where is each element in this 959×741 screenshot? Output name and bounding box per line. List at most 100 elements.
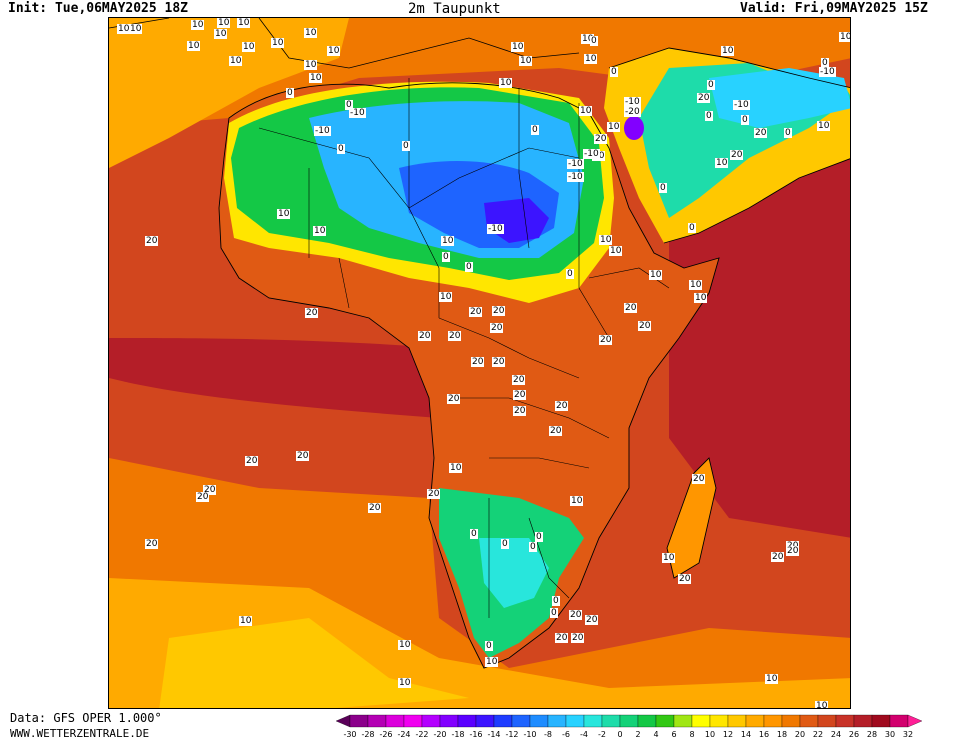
contour-label: 20 <box>196 492 210 502</box>
kalahari-cyan-zone <box>479 538 549 608</box>
legend-swatch <box>493 714 513 728</box>
contour-label: 10 <box>217 18 231 28</box>
contour-label: 20 <box>448 331 462 341</box>
contour-label: 0 <box>442 252 450 262</box>
contour-label: 20 <box>305 308 319 318</box>
legend-swatch <box>889 714 909 728</box>
contour-label: 10 <box>187 41 201 51</box>
legend-tick-label: 2 <box>635 730 641 739</box>
contour-label: 10 <box>439 292 453 302</box>
map-canvas <box>109 18 850 708</box>
contour-label: 10 <box>519 56 533 66</box>
legend-swatch <box>655 714 675 728</box>
contour-label: 0 <box>688 223 696 233</box>
contour-label: 20 <box>245 456 259 466</box>
contour-label: 20 <box>624 303 638 313</box>
legend-tick-label: -14 <box>487 730 501 739</box>
contour-label: 20 <box>697 93 711 103</box>
contour-label: 20 <box>555 633 569 643</box>
contour-label: 0 <box>784 128 792 138</box>
contour-label: 10 <box>609 246 623 256</box>
legend-tick-label: 28 <box>866 730 878 739</box>
contour-label: 20 <box>549 426 563 436</box>
contour-label: 20 <box>771 552 785 562</box>
contour-label: 10 <box>570 496 584 506</box>
contour-label: 20 <box>471 357 485 367</box>
contour-label: 10 <box>304 28 318 38</box>
contour-label: 20 <box>513 406 527 416</box>
contour-label: 10 <box>584 54 598 64</box>
contour-label: 10 <box>694 293 708 303</box>
contour-label: 10 <box>229 56 243 66</box>
contour-label: 20 <box>492 306 506 316</box>
legend-swatch <box>727 714 747 728</box>
legend-swatch <box>367 714 387 728</box>
contour-label: 0 <box>659 183 667 193</box>
contour-label: 20 <box>555 401 569 411</box>
contour-label: 10 <box>214 29 228 39</box>
legend-tick-label: 0 <box>617 730 623 739</box>
legend-swatch <box>349 714 369 728</box>
valid-time-label: Valid: Fri,09MAY2025 15Z <box>740 1 928 16</box>
contour-label: 0 <box>286 88 294 98</box>
dewpoint-map[interactable]: 10 10 10 10 10 10 10 10 10 10 10 10 10 10 0 0 -10 -10 0 0 10… <box>108 17 851 709</box>
contour-label: 0 <box>552 596 560 606</box>
legend-swatch <box>583 714 603 728</box>
contour-label: 0 <box>337 144 345 154</box>
contour-label: 20 <box>513 390 527 400</box>
legend-tick-label: 10 <box>704 730 716 739</box>
contour-label: 20 <box>594 134 608 144</box>
legend-tick-label: 18 <box>776 730 788 739</box>
legend-tick-label: 12 <box>722 730 734 739</box>
legend-swatch <box>745 714 765 728</box>
contour-label: 10 <box>242 42 256 52</box>
contour-label: 10 <box>441 236 455 246</box>
contour-label: 20 <box>203 485 217 495</box>
legend-tick-label: -6 <box>562 730 570 739</box>
contour-label: 10 <box>599 235 613 245</box>
legend-swatch <box>439 714 459 728</box>
legend-tick-label: -26 <box>379 730 393 739</box>
contour-label: 10 <box>239 616 253 626</box>
contour-label: 10 <box>191 20 205 30</box>
contour-label: 0 <box>566 269 574 279</box>
contour-label: 20 <box>512 375 526 385</box>
contour-label: 20 <box>678 574 692 584</box>
atlantic-hot-band <box>109 338 439 418</box>
legend-swatch <box>619 714 639 728</box>
legend-tick-label: 22 <box>812 730 824 739</box>
color-scale-legend: -30 -28 -26 -24 -22 -20 -18 -16 -14 -12 -10 -8 -6 -4-… <box>336 713 956 741</box>
contour-label: 0 <box>501 539 509 549</box>
contour-label: 10 <box>815 701 829 709</box>
legend-tick-label: -12 <box>505 730 519 739</box>
contour-label: 10 <box>499 78 513 88</box>
legend-swatch <box>565 714 585 728</box>
legend-bar <box>336 714 923 728</box>
contour-label: 20 <box>692 474 706 484</box>
contour-label: -10 <box>567 159 584 169</box>
north-atlantic-zone <box>109 18 349 168</box>
arabia-coastline <box>608 47 850 244</box>
legend-swatch <box>421 714 441 728</box>
legend-swatch <box>475 714 495 728</box>
contour-label: 20 <box>599 335 613 345</box>
legend-swatch <box>781 714 801 728</box>
contour-label: 0 <box>741 115 749 125</box>
legend-tick-label: 26 <box>848 730 860 739</box>
contour-label: 20 <box>296 451 310 461</box>
legend-swatch <box>637 714 657 728</box>
contour-label: 20 <box>754 128 768 138</box>
legend-tick-label: -16 <box>469 730 483 739</box>
contour-label: 10 <box>313 226 327 236</box>
contour-label: 0 <box>402 141 410 151</box>
legend-tick-label: -30 <box>343 730 357 739</box>
legend-swatch <box>853 714 873 728</box>
legend-tick-label: 4 <box>653 730 659 739</box>
contour-label: -10 <box>583 149 600 159</box>
legend-tick-label: -10 <box>523 730 537 739</box>
contour-label: 0 <box>345 100 353 110</box>
legend-swatch <box>336 714 351 728</box>
legend-tick-label: 30 <box>884 730 896 739</box>
contour-label: 0 <box>550 608 558 618</box>
legend-swatch <box>799 714 819 728</box>
